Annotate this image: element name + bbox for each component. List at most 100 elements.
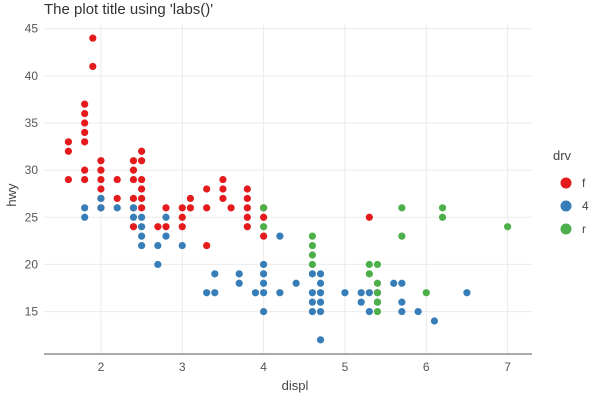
x-tick-labels: 2 3 4 5 6 7 [98,360,512,374]
x-tick-label: 3 [179,360,186,374]
point-drv-r [422,289,430,297]
point-drv-4 [129,213,138,221]
point-drv-r [373,298,382,306]
point-drv-r [438,204,447,212]
point-drv-f [219,194,227,203]
point-drv-f [178,204,186,212]
x-tick-label: 6 [423,360,430,374]
legend: drv f 4 r [553,148,589,236]
y-axis-label: hwy [4,183,19,207]
point-drv-4 [211,270,219,278]
point-drv-r [398,204,406,212]
point-drv-4 [260,279,268,287]
point-drv-f [186,194,194,203]
point-drv-f [138,175,146,184]
point-drv-f [243,223,251,231]
point-drv-f [365,213,373,221]
point-drv-f [203,185,211,193]
point-drv-f [138,185,146,193]
point-drv-4 [341,289,349,297]
legend-label-4: 4 [582,199,589,213]
point-drv-f [81,128,89,137]
point-drv-4 [316,336,325,344]
point-drv-4 [154,241,162,250]
point-drv-r [260,223,268,231]
point-drv-4 [211,289,219,297]
y-tick-labels: 15 20 25 30 35 40 45 [25,22,39,319]
y-tick-label: 20 [25,257,39,271]
point-drv-f [162,204,170,212]
point-drv-4 [398,298,406,306]
point-drv-f [138,204,146,212]
point-drv-4 [276,289,284,297]
point-drv-4 [81,213,89,221]
point-drv-4 [357,289,365,297]
point-drv-4 [235,279,243,287]
point-drv-4 [398,307,406,316]
point-drv-f [162,223,170,231]
point-drv-f [97,166,105,174]
point-drv-f [129,223,138,231]
point-drv-f [81,109,89,118]
point-drv-r [373,260,382,269]
point-drv-4 [316,279,325,287]
point-drv-4 [251,289,260,297]
point-drv-r [365,270,373,278]
point-drv-4 [97,204,105,212]
point-drv-f [64,175,72,184]
point-drv-f [178,223,186,231]
point-drv-4 [463,289,471,297]
point-drv-r [365,260,373,269]
point-drv-r [373,279,382,287]
point-drv-f [138,147,146,155]
data-points [64,34,512,344]
legend-items: f 4 r [560,176,589,236]
y-tick-label: 40 [25,69,39,83]
point-drv-f [81,119,89,127]
point-drv-4 [178,241,186,250]
point-drv-f [203,204,211,212]
point-drv-f [243,213,251,221]
point-drv-f [260,213,268,221]
point-drv-4 [390,279,398,287]
point-drv-4 [357,298,365,306]
point-drv-f [129,157,138,165]
legend-title: drv [553,148,572,163]
point-drv-r [438,213,447,221]
point-drv-r [308,241,316,250]
point-drv-4 [138,223,146,231]
point-drv-f [89,62,97,71]
point-drv-4 [398,279,406,287]
y-tick-label: 30 [25,163,39,177]
y-tick-label: 35 [25,116,39,130]
point-drv-f [154,223,162,231]
point-drv-4 [203,289,211,297]
point-drv-4 [162,232,170,240]
point-drv-4 [308,307,316,316]
point-drv-f [64,147,72,155]
y-tick-label: 45 [25,22,39,36]
x-tick-label: 7 [504,360,511,374]
point-drv-f [129,166,138,174]
point-drv-4 [260,270,268,278]
point-drv-r [308,251,316,259]
point-drv-4 [308,270,316,278]
y-tick-label: 15 [25,305,39,319]
point-drv-4 [316,289,325,297]
point-drv-f [129,175,138,184]
point-drv-f [138,194,146,203]
point-drv-f [219,175,227,184]
point-drv-f [243,185,251,193]
point-drv-f [81,138,89,146]
point-drv-f [178,213,186,221]
legend-swatch-r [560,223,572,235]
legend-label-f: f [582,176,586,190]
legend-swatch-4 [560,200,572,212]
point-drv-f [97,175,105,184]
point-drv-f [89,34,97,42]
point-drv-4 [113,204,121,212]
point-drv-f [243,204,251,212]
point-drv-f [219,185,227,193]
point-drv-4 [308,298,316,306]
